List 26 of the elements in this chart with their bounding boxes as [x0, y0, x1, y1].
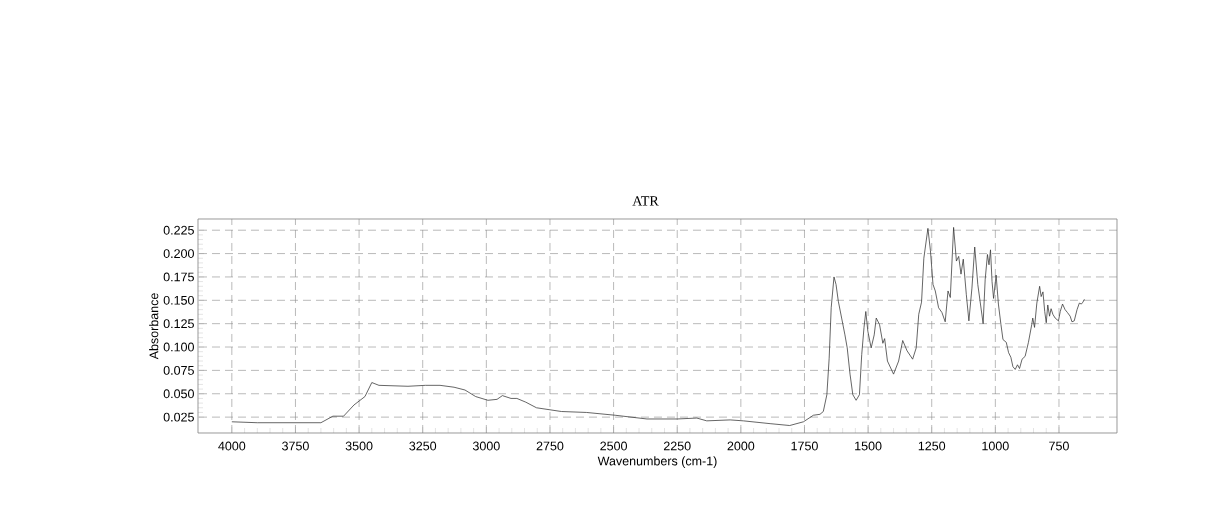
- y-tick-label: 0.075: [163, 365, 194, 375]
- x-tick-label: 3000: [472, 441, 500, 451]
- x-tick-label: 2500: [600, 441, 627, 451]
- x-tick-label: 750: [1049, 441, 1069, 451]
- chart-title: ATR: [632, 196, 659, 206]
- x-tick-label: 1500: [855, 441, 882, 451]
- x-tick-label: 1750: [791, 441, 818, 451]
- x-tick-label: 3250: [409, 441, 437, 451]
- y-tick-label: 0.100: [163, 342, 194, 352]
- y-tick-label: 0.025: [163, 412, 194, 422]
- y-tick-label: 0.050: [163, 389, 194, 399]
- y-tick-label: 0.175: [163, 272, 194, 282]
- x-tick-label: 2250: [663, 441, 691, 451]
- x-tick-label: 1000: [982, 441, 1009, 451]
- y-tick-label: 0.150: [163, 295, 194, 305]
- x-tick-label: 1250: [918, 441, 946, 451]
- x-axis-title: Wavenumbers (cm-1): [597, 456, 717, 468]
- x-tick-label: 4000: [218, 441, 246, 451]
- y-axis-title: Absorbance: [149, 293, 159, 360]
- y-tick-label: 0.225: [163, 225, 194, 235]
- y-tick-label: 0.125: [163, 319, 194, 329]
- x-tick-label: 3750: [282, 441, 309, 451]
- y-tick-label: 0.200: [163, 249, 194, 258]
- x-tick-label: 3500: [345, 441, 373, 451]
- x-tick-label: 2750: [536, 441, 564, 451]
- x-tick-label: 2000: [727, 441, 755, 451]
